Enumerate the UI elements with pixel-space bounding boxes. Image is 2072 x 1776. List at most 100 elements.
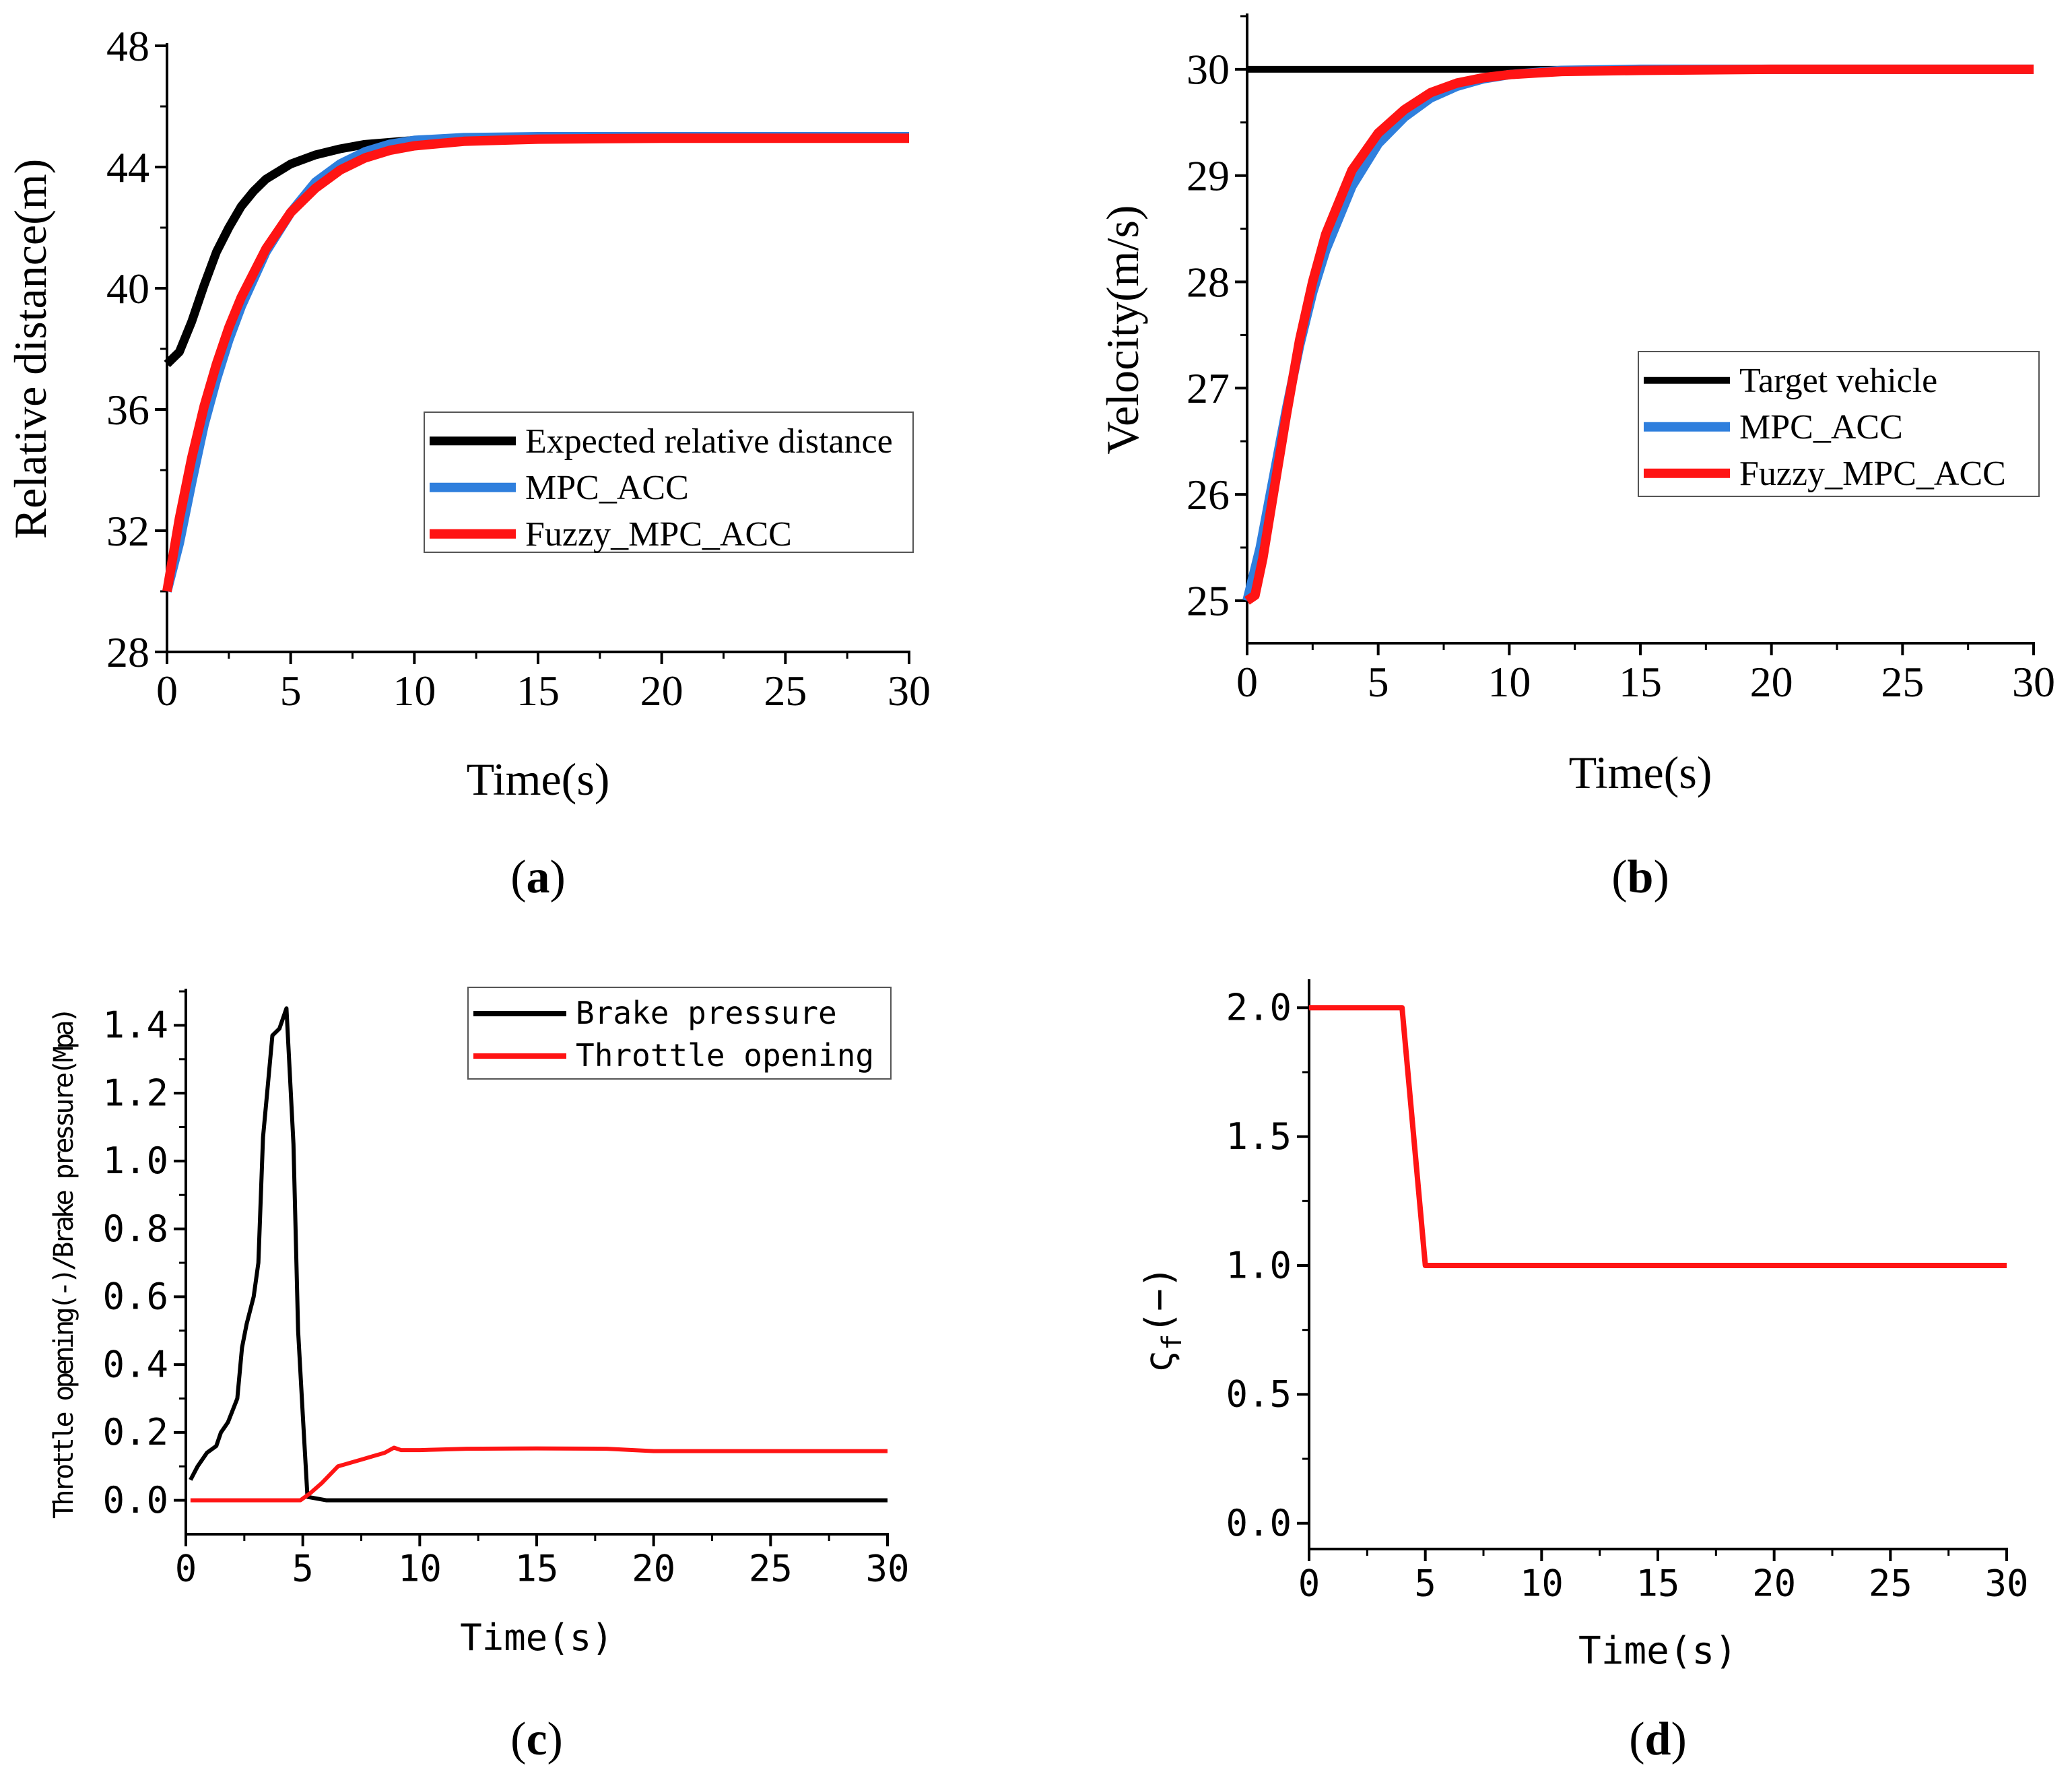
y-tick-label: 48 [106, 22, 149, 70]
panel-label-open: ( [510, 851, 526, 903]
panel-label: (d) [1629, 1713, 1687, 1765]
y-tick-label: 27 [1187, 364, 1230, 412]
panel-c: 0 5 10 15 20 25 30 0.0 0.2 0.4 0.6 0.8 1.0 1.2 1.4 Time… [48, 987, 910, 1765]
x-tick-label: 15 [516, 667, 560, 715]
legend: Expected relative distance MPC_ACC Fuzzy_M… [424, 412, 914, 554]
legend-entry: Throttle opening [576, 1037, 874, 1074]
panel-label-close: ) [547, 1713, 563, 1765]
panel-label-close: ) [550, 851, 566, 903]
legend-entry: Expected relative distance [525, 422, 893, 461]
x-axis-title: Time(s) [460, 1616, 613, 1659]
panel-b: 0 5 10 15 20 25 30 25 26 27 28 29 30 Time(s) Velocity(… [1097, 13, 2055, 903]
x-tick-label: 25 [764, 667, 807, 715]
x-tick-label: 30 [865, 1547, 909, 1589]
y-tick-label: 0.2 [102, 1411, 168, 1453]
x-tick-label: 30 [1984, 1562, 2028, 1604]
panel-label-close: ) [1671, 1713, 1686, 1765]
x-tick-label: 20 [632, 1547, 675, 1589]
legend-entry: Fuzzy_MPC_ACC [525, 515, 792, 554]
x-tick-label: 0 [1236, 658, 1258, 706]
y-tick-label: 0.4 [102, 1343, 168, 1385]
series-line-fuzzy-mpc-acc [1244, 64, 2034, 605]
y-axis-title: Throttle opening(-)/Brake pressure(Mpa) [48, 1007, 79, 1519]
y-axis-title: Velocity(m/s) [1097, 205, 1148, 454]
y-tick-label: 0.5 [1226, 1373, 1292, 1416]
x-axis-title: Time(s) [1569, 747, 1712, 798]
y-tick-label: 44 [106, 143, 149, 191]
x-tick-label: 15 [1636, 1562, 1679, 1604]
y-tick-label: 0.0 [102, 1479, 168, 1521]
x-tick-label: 30 [888, 667, 931, 715]
y-tick-label: 1.5 [1226, 1115, 1292, 1158]
y-tick-label: 1.0 [102, 1140, 168, 1182]
y-tick-label: 25 [1187, 577, 1230, 625]
x-tick-label: 10 [1488, 658, 1531, 706]
y-tick-label: 29 [1187, 152, 1230, 199]
panel-label-letter: a [527, 851, 550, 903]
y-axis-title-subscript: f [1157, 1334, 1188, 1350]
x-tick-label: 30 [2012, 658, 2055, 706]
legend-entry: MPC_ACC [1739, 408, 1903, 447]
y-axis-title-symbol: ς [1137, 1350, 1181, 1373]
x-tick-label: 25 [1869, 1562, 1912, 1604]
series-line-throttle-opening [190, 1445, 888, 1503]
y-tick-label: 0.8 [102, 1208, 168, 1250]
panel-label-letter: c [526, 1713, 547, 1765]
y-axis-title: Relative distance(m) [5, 159, 56, 539]
x-tick-label: 5 [1368, 658, 1389, 706]
panel-a: 0 5 10 15 20 25 30 28 32 36 40 44 48 Time(s) Relative … [5, 22, 931, 903]
y-axis-title-unit: (−) [1137, 1266, 1181, 1334]
x-tick-label: 5 [1414, 1562, 1436, 1604]
x-tick-label: 10 [398, 1547, 442, 1589]
y-tick-label: 2.0 [1226, 987, 1292, 1029]
x-tick-label: 0 [175, 1547, 197, 1589]
panel-label-close: ) [1653, 851, 1669, 903]
x-tick-label: 0 [156, 667, 178, 715]
y-tick-label: 26 [1187, 471, 1230, 519]
legend-entry: Brake pressure [576, 995, 837, 1031]
y-tick-label: 1.2 [102, 1072, 168, 1114]
panel-d: 0 5 10 15 20 25 300.00.51.01.52.0Time(s)ςf(−)(… [1137, 979, 2029, 1765]
panel-label: (a) [510, 851, 566, 903]
x-axis-title: Time(s) [467, 754, 610, 805]
legend-box [467, 987, 892, 1080]
y-tick-label: 0.6 [102, 1276, 168, 1318]
x-tick-label: 25 [1881, 658, 1924, 706]
panel-label-letter: d [1645, 1713, 1671, 1765]
series-line-fuzzy-mpc-acc [162, 133, 909, 593]
x-tick-label: 20 [640, 667, 683, 715]
legend-entry: Target vehicle [1739, 362, 1937, 400]
legend: Target vehicle MPC_ACC Fuzzy_MPC_ACC [1638, 351, 2040, 497]
x-tick-label: 25 [749, 1547, 793, 1589]
x-tick-label: 20 [1750, 658, 1793, 706]
legend: Brake pressure Throttle opening [467, 987, 892, 1080]
x-tick-label: 5 [280, 667, 302, 715]
y-tick-label: 36 [106, 386, 149, 434]
series-line-expected-relative-distance [164, 132, 910, 368]
x-tick-label: 0 [1298, 1562, 1321, 1604]
panel-label: (c) [510, 1713, 563, 1765]
x-axis-title: Time(s) [1578, 1629, 1737, 1673]
x-tick-label: 20 [1752, 1562, 1796, 1604]
panel-label-open: ( [510, 1713, 526, 1765]
panel-label-open: ( [1611, 851, 1627, 903]
series-line--f [1309, 1005, 2007, 1268]
series-line-brake-pressure [189, 1006, 888, 1503]
legend-entry: MPC_ACC [525, 469, 689, 507]
x-tick-label: 10 [1520, 1562, 1564, 1604]
y-tick-label: 1.4 [102, 1004, 168, 1047]
x-tick-label: 5 [292, 1547, 314, 1589]
y-tick-label: 28 [1187, 258, 1230, 306]
y-tick-label: 1.0 [1226, 1244, 1292, 1286]
panel-label: (b) [1611, 851, 1669, 903]
y-tick-label: 28 [106, 628, 149, 676]
y-tick-label: 40 [106, 265, 149, 313]
x-tick-label: 15 [1619, 658, 1662, 706]
panel-label-open: ( [1629, 1713, 1644, 1765]
legend-entry: Fuzzy_MPC_ACC [1739, 455, 2006, 493]
y-tick-label: 30 [1187, 46, 1230, 94]
panel-label-letter: b [1628, 851, 1654, 903]
legend-box [424, 412, 914, 553]
x-tick-label: 10 [393, 667, 436, 715]
